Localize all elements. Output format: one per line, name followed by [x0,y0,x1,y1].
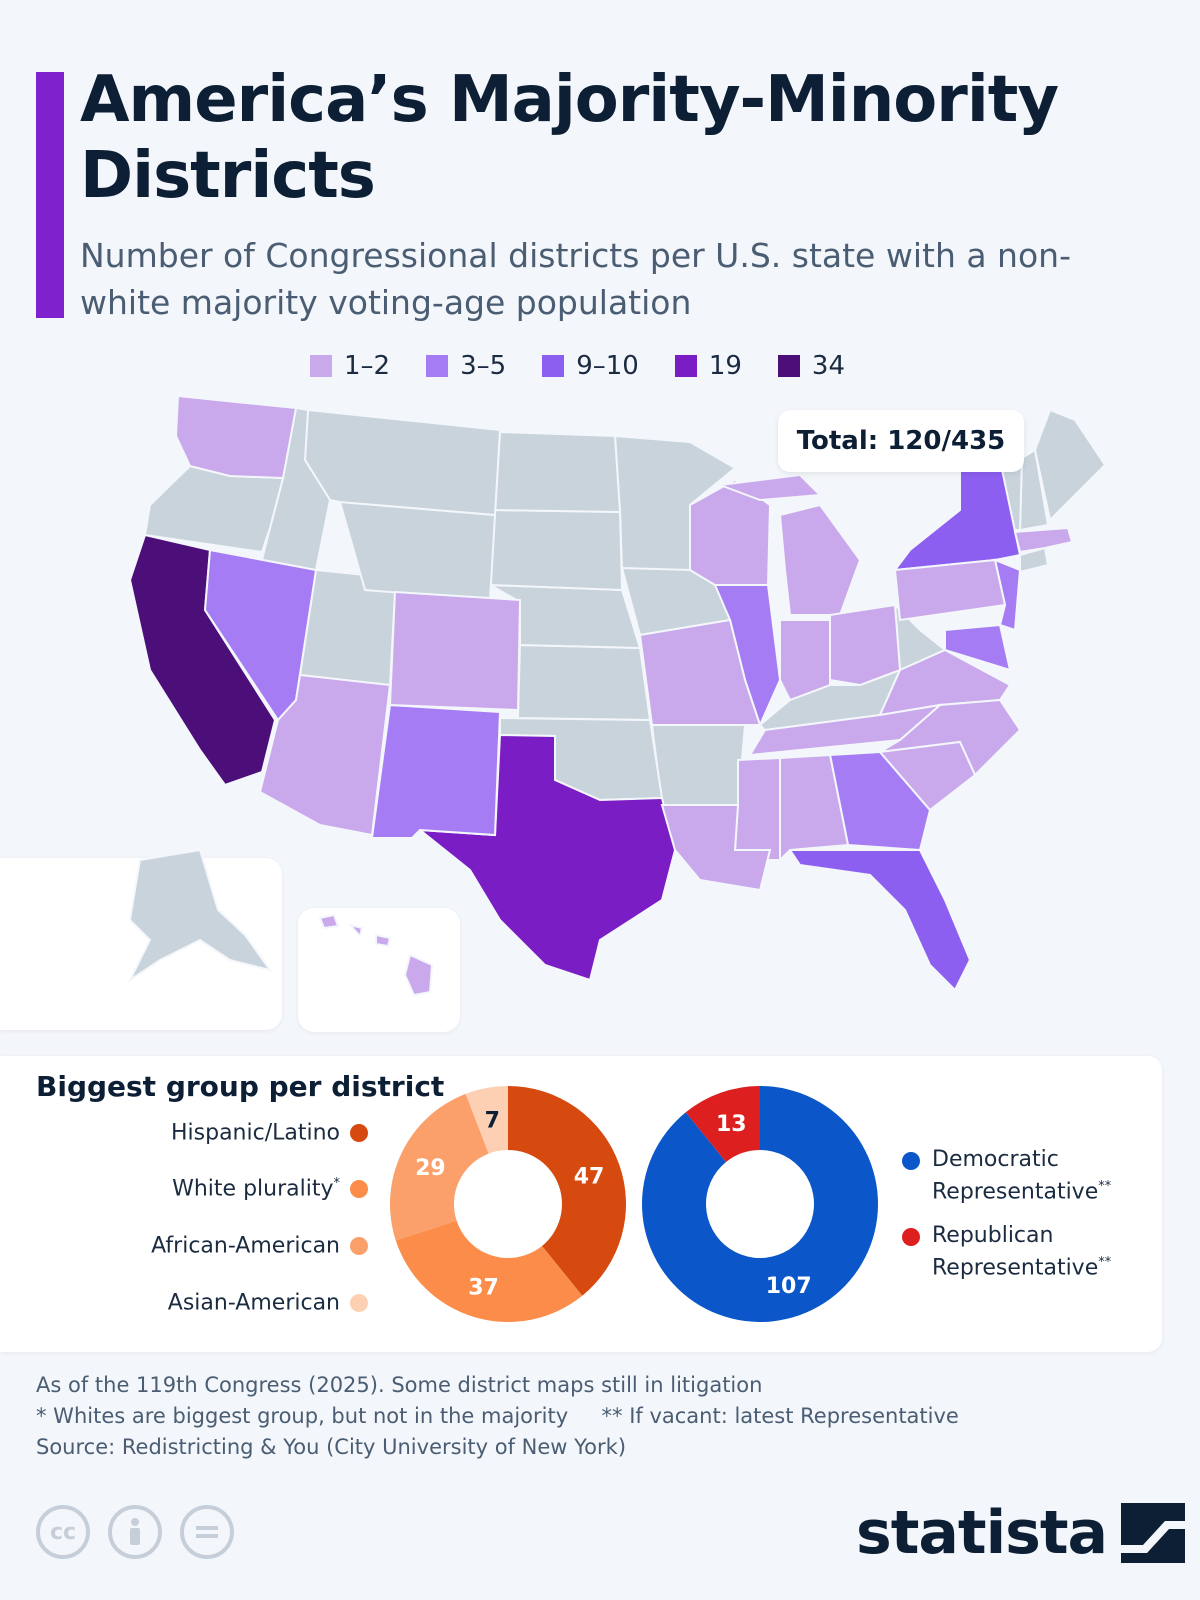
total-badge: Total: 120/435 [778,410,1024,472]
us-map [127,394,1107,997]
party-donut-chart: 107 13 [642,1086,878,1322]
note-congress: As of the 119th Congress (2025). Some di… [36,1373,763,1397]
state-wisconsin [689,478,772,586]
group-label-hispanic: Hispanic/Latino [170,1120,340,1146]
logo-wordmark: statista [856,1498,1108,1568]
group-label-asian-american: Asian-American [167,1290,340,1316]
legend-label: 34 [811,351,846,381]
groups-slice-hispanic-latino [508,1086,626,1296]
statista-logo-icon [1121,1503,1186,1563]
footnotes: As of the 119th Congress (2025). Some di… [36,1370,959,1463]
legend-item: 19 [674,351,742,381]
map-legend: 1–2 3–5 9–10 19 34 [310,348,881,384]
state-missouri [638,618,762,726]
state-north-dakota [493,430,622,514]
state-alaska [127,848,273,983]
page-subtitle: Number of Congressional districts per U.… [80,236,1071,322]
statista-logo[interactable]: statista [856,1498,1186,1568]
group-label-african-american: African-American [151,1233,340,1259]
party-label-democratic: Democratic Representative** [932,1147,1112,1205]
state-maine [1033,408,1107,523]
page-title: America’s Majority-Minority Districts [80,63,1059,213]
title-accent-bar [36,72,64,318]
group-label-white-plurality: White plurality* [172,1176,340,1202]
groups-slice-white-plurality [390,1093,489,1241]
state-ohio [829,603,902,687]
state-new-york [892,458,1022,572]
state-indiana [779,619,831,702]
by-icon[interactable] [108,1505,162,1559]
note-source: Source: Redistricting & You (City Univer… [36,1435,627,1459]
legend-item: 9–10 [542,351,639,381]
legend-label: 1–2 [344,351,391,381]
groups-value-label: 29 [415,1156,446,1181]
legend-swatch [542,355,565,377]
legend-swatch [674,355,697,377]
legend-label: 19 [708,351,742,381]
party-slice-republican-representative [685,1086,760,1163]
state-new-mexico [370,703,502,839]
state-wyoming [338,500,497,602]
group-dot-african-american [350,1237,368,1255]
groups-value-label: 47 [574,1164,605,1189]
groups-donut-chart: 47 37 29 7 [390,1086,626,1322]
legend-swatch [426,355,449,377]
state-hawaii [318,913,434,997]
groups-slice-african-american [395,1220,583,1322]
legend-label: 3–5 [460,351,507,381]
state-montana [303,408,502,517]
group-dot-white-plurality [350,1180,368,1198]
state-maryland [944,623,1012,672]
groups-value-label: 7 [485,1108,500,1133]
group-dot-hispanic [350,1124,368,1142]
state-south-carolina [878,740,977,812]
party-value-label: 13 [716,1112,747,1137]
license-icons: cc [36,1505,252,1559]
state-washington [174,394,298,480]
cc-icon[interactable]: cc [36,1505,90,1559]
legend-label: 9–10 [576,351,639,381]
groups-slice-asian-american [465,1086,508,1154]
state-tennessee [748,703,944,757]
state-pennsylvania [893,558,1007,622]
party-value-label: 107 [766,1274,812,1299]
state-kansas [516,643,652,722]
note-asterisks: * Whites are biggest group, but not in t… [36,1404,959,1428]
party-label-republican: Republican Representative** [932,1223,1112,1281]
groups-value-label: 37 [468,1275,499,1300]
state-texas [416,733,677,982]
legend-item: 3–5 [426,351,506,381]
state-colorado [388,590,522,712]
legend-item: 34 [777,351,846,381]
party-dot-republican [902,1228,920,1246]
state-arkansas [650,724,747,806]
groups-title: Biggest group per district [36,1070,445,1103]
nd-icon[interactable] [180,1505,234,1559]
state-south-dakota [488,508,624,592]
legend-swatch [310,355,332,377]
party-dot-democratic [902,1152,920,1170]
state-arizona [258,673,392,837]
state-louisiana [660,804,772,892]
party-slice-democratic-representative [642,1086,878,1322]
group-dot-asian-american [350,1294,368,1312]
state-florida [788,849,972,992]
state-massachusetts [1013,526,1074,554]
legend-item: 1–2 [310,351,390,381]
state-mississippi [733,756,781,861]
legend-swatch [777,355,800,377]
